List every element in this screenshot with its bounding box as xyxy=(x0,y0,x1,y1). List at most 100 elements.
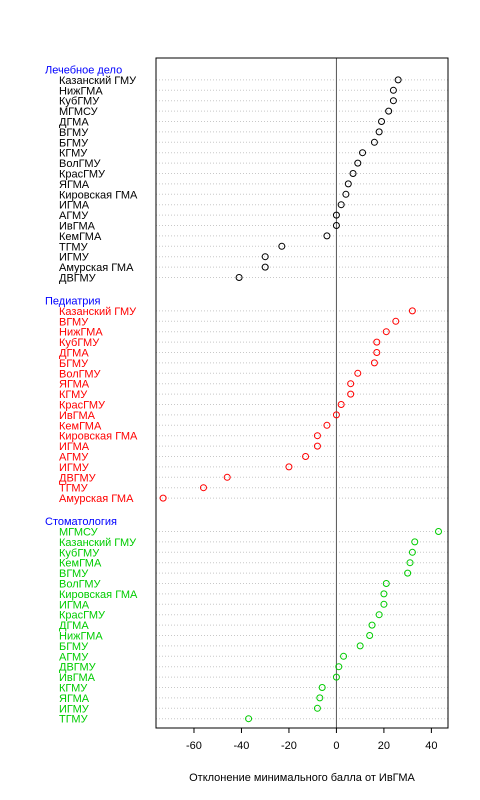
row-label: ВолГМУ xyxy=(59,579,101,591)
row-label: МГМСУ xyxy=(59,106,99,118)
data-point xyxy=(411,538,419,546)
data-point xyxy=(404,569,412,577)
row-label: ДГМА xyxy=(59,620,89,632)
data-point xyxy=(366,632,374,639)
x-tick-label: -40 xyxy=(234,740,250,752)
data-point xyxy=(380,590,388,598)
row-label: Кировская ГМА xyxy=(59,589,138,601)
data-point xyxy=(323,232,331,240)
data-point xyxy=(278,242,286,250)
data-point xyxy=(435,528,443,535)
data-point xyxy=(385,107,393,115)
row-label: ВолГМУ xyxy=(59,368,101,380)
row-label: ТГМУ xyxy=(59,241,89,253)
group-label: Стоматология xyxy=(45,516,117,528)
data-points xyxy=(159,76,443,723)
data-point xyxy=(394,76,402,84)
row-label: Казанский ГМУ xyxy=(59,75,137,87)
data-point xyxy=(408,307,416,315)
row-label: КГМУ xyxy=(59,683,88,695)
data-point xyxy=(235,274,243,281)
row-label: КГМУ xyxy=(59,148,88,160)
plot-frame xyxy=(155,57,449,729)
row-label: ВолГМУ xyxy=(59,158,101,170)
data-point xyxy=(340,652,348,660)
row-label: ИГМУ xyxy=(59,462,90,474)
row-label: ВГМУ xyxy=(59,127,89,139)
row-label: АГМУ xyxy=(59,210,89,222)
data-point xyxy=(370,359,378,367)
row-label: НижГМА xyxy=(59,327,103,339)
row-label: КемГМА xyxy=(59,231,102,243)
row-label: Амурская ГМА xyxy=(59,493,134,505)
row-label: ИГМА xyxy=(59,441,90,453)
data-point xyxy=(349,170,357,177)
data-point xyxy=(313,704,321,712)
data-point xyxy=(344,180,352,188)
row-label: ИвГМА xyxy=(59,672,96,684)
data-point xyxy=(302,453,310,460)
row-label: ИГМА xyxy=(59,599,90,611)
data-point xyxy=(332,411,340,419)
data-point xyxy=(406,559,414,567)
row-label: АГМУ xyxy=(59,452,89,464)
data-point xyxy=(347,380,355,388)
data-point xyxy=(332,673,340,681)
row-label: ЯГМА xyxy=(59,179,90,191)
grid-lines xyxy=(156,79,448,720)
data-point xyxy=(285,463,293,471)
data-point xyxy=(380,600,388,608)
data-point xyxy=(261,253,269,261)
row-label: ДВГМУ xyxy=(59,662,97,674)
data-point xyxy=(354,369,362,377)
x-axis-title: Отклонение минимального балла от ИвГМА xyxy=(189,772,415,784)
data-point xyxy=(392,317,400,325)
data-point xyxy=(245,715,253,723)
x-tick-label: 40 xyxy=(425,740,437,752)
row-label: КубГМУ xyxy=(59,337,100,349)
row-label: Кировская ГМА xyxy=(59,189,138,201)
data-point xyxy=(316,694,324,702)
data-point xyxy=(323,421,331,429)
x-tick-label: 20 xyxy=(378,740,390,752)
row-label: ДГМА xyxy=(59,117,89,129)
row-label: ТГМУ xyxy=(59,483,89,495)
row-label: Кировская ГМА xyxy=(59,431,138,443)
row-label: ИвГМА xyxy=(59,410,96,422)
row-label: ЯГМА xyxy=(59,693,90,705)
group-label: Лечебное дело xyxy=(45,65,122,77)
data-point xyxy=(337,401,345,408)
data-point xyxy=(359,149,367,157)
row-label: Казанский ГМУ xyxy=(59,537,137,549)
row-label: КубГМУ xyxy=(59,96,100,108)
data-point xyxy=(354,159,362,167)
row-label: ИГМУ xyxy=(59,703,90,715)
row-label: МГМСУ xyxy=(59,527,99,539)
data-point xyxy=(375,611,383,619)
row-label: КрасГМУ xyxy=(59,169,106,181)
row-label: АГМУ xyxy=(59,651,89,663)
row-label: ТГМУ xyxy=(59,714,89,726)
x-tick-label: 0 xyxy=(333,740,339,752)
data-point xyxy=(408,548,416,556)
row-label: ИвГМА xyxy=(59,221,96,233)
data-point xyxy=(347,390,355,398)
row-label: Амурская ГМА xyxy=(59,262,134,274)
data-point xyxy=(389,86,397,94)
data-point xyxy=(318,684,326,691)
x-tick-label: -20 xyxy=(281,740,297,752)
data-point xyxy=(356,642,364,650)
row-label: КубГМУ xyxy=(59,547,100,559)
data-point xyxy=(389,97,397,105)
data-point xyxy=(332,222,340,229)
row-label: ДВГМУ xyxy=(59,273,97,285)
row-label: БГМУ xyxy=(59,641,89,653)
data-point xyxy=(337,201,345,209)
row-label: Казанский ГМУ xyxy=(59,306,137,318)
data-point xyxy=(368,621,376,629)
row-label: ВГМУ xyxy=(59,568,89,580)
row-label: КГМУ xyxy=(59,389,88,401)
data-point xyxy=(382,328,390,336)
data-point xyxy=(370,138,378,146)
